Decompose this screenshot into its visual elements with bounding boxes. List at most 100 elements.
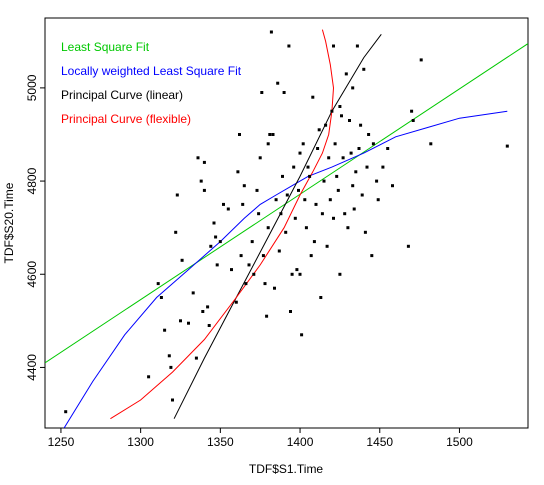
data-point bbox=[376, 198, 380, 202]
data-point bbox=[269, 30, 273, 34]
data-point bbox=[180, 258, 184, 262]
data-point bbox=[250, 240, 254, 244]
data-point bbox=[202, 188, 206, 192]
legend-item-2: Principal Curve (linear) bbox=[61, 88, 183, 102]
data-point bbox=[266, 226, 270, 230]
data-point bbox=[209, 244, 213, 248]
data-point bbox=[201, 310, 205, 313]
data-point bbox=[308, 174, 312, 178]
x-axis: 1250 1300 1350 1400 1450 1500 bbox=[48, 428, 473, 449]
data-point bbox=[344, 72, 348, 76]
data-point bbox=[260, 91, 264, 94]
data-point bbox=[290, 272, 294, 276]
data-point bbox=[287, 44, 291, 48]
data-point bbox=[241, 202, 245, 206]
data-point bbox=[236, 170, 240, 174]
data-point bbox=[234, 300, 238, 304]
data-point bbox=[338, 272, 342, 276]
data-point bbox=[365, 165, 369, 169]
data-point bbox=[429, 142, 433, 146]
data-point bbox=[187, 321, 190, 325]
data-point bbox=[349, 151, 353, 155]
series-line-1 bbox=[63, 110, 508, 428]
data-point bbox=[322, 179, 326, 183]
data-point bbox=[386, 147, 390, 150]
data-point bbox=[271, 133, 275, 136]
data-point bbox=[411, 119, 415, 122]
data-point bbox=[293, 216, 297, 220]
data-point bbox=[277, 249, 281, 253]
x-axis-title: TDF$S1.Time bbox=[249, 462, 324, 476]
data-point bbox=[218, 240, 222, 244]
data-point bbox=[222, 202, 225, 206]
data-point bbox=[226, 207, 230, 211]
data-point bbox=[274, 198, 278, 202]
legend-item-0: Least Square Fit bbox=[61, 40, 150, 54]
y-axis: 4400 4600 4800 5000 bbox=[25, 74, 45, 381]
data-point bbox=[268, 133, 272, 136]
data-point bbox=[206, 305, 210, 309]
data-point bbox=[295, 268, 299, 272]
data-point bbox=[301, 142, 305, 146]
data-point bbox=[212, 221, 216, 225]
data-point bbox=[199, 179, 203, 183]
data-point bbox=[175, 193, 179, 197]
x-tick-label: 1350 bbox=[207, 435, 234, 449]
data-point bbox=[312, 240, 316, 244]
data-point bbox=[319, 296, 323, 299]
data-point bbox=[263, 282, 267, 286]
data-point bbox=[327, 156, 331, 160]
data-point bbox=[381, 165, 385, 169]
data-point bbox=[156, 282, 160, 286]
data-point bbox=[298, 272, 302, 276]
data-point bbox=[354, 170, 358, 174]
data-point bbox=[303, 198, 307, 202]
data-point bbox=[340, 114, 343, 118]
data-point bbox=[330, 109, 334, 113]
data-point bbox=[367, 133, 371, 136]
data-point bbox=[169, 365, 173, 369]
data-point bbox=[355, 44, 359, 48]
x-tick-label: 1500 bbox=[446, 435, 473, 449]
data-point bbox=[284, 230, 288, 234]
data-point bbox=[505, 144, 509, 148]
data-point bbox=[314, 202, 318, 206]
data-point bbox=[362, 67, 366, 71]
plot-frame bbox=[44, 17, 529, 429]
data-point bbox=[348, 119, 351, 122]
legend-item-1: Locally weighted Least Square Fit bbox=[61, 64, 242, 78]
data-point bbox=[214, 235, 218, 239]
data-point bbox=[306, 165, 310, 169]
y-tick-label: 4800 bbox=[25, 167, 39, 194]
data-point bbox=[279, 212, 283, 216]
x-tick-label: 1250 bbox=[48, 435, 75, 449]
data-point bbox=[336, 188, 340, 192]
data-point bbox=[163, 328, 167, 332]
data-point bbox=[351, 86, 355, 90]
legend: Least Square Fit Locally weighted Least S… bbox=[61, 40, 242, 126]
data-point bbox=[257, 212, 261, 216]
data-point bbox=[333, 142, 337, 146]
data-point bbox=[311, 95, 315, 99]
data-point bbox=[338, 105, 342, 108]
data-point bbox=[196, 156, 200, 160]
data-point bbox=[194, 356, 198, 360]
data-point bbox=[238, 133, 241, 136]
data-point bbox=[359, 123, 363, 127]
data-point bbox=[297, 188, 300, 192]
data-point bbox=[309, 254, 313, 258]
data-point bbox=[332, 44, 335, 48]
data-point bbox=[292, 165, 296, 169]
points-layer bbox=[64, 30, 509, 414]
x-tick-label: 1300 bbox=[127, 435, 154, 449]
data-point bbox=[343, 212, 347, 216]
data-point bbox=[207, 324, 211, 327]
data-point bbox=[191, 291, 195, 295]
data-point bbox=[406, 244, 410, 248]
data-point bbox=[316, 147, 320, 150]
data-point bbox=[261, 254, 265, 258]
data-point bbox=[363, 230, 367, 234]
series-line-2 bbox=[173, 33, 382, 419]
data-point bbox=[375, 179, 379, 183]
